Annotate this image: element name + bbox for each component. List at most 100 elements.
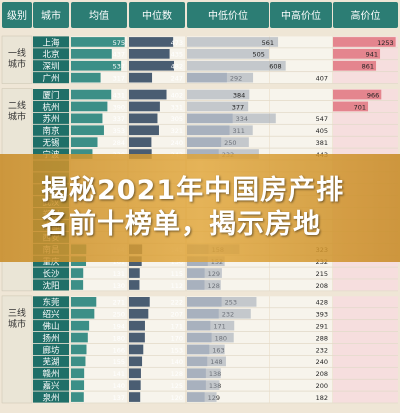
cell-bg-midhigh <box>270 320 332 332</box>
cell-bg-median <box>129 332 185 344</box>
mean-bar <box>71 332 88 343</box>
mean-bar <box>71 89 112 100</box>
cell-bg-median <box>129 308 185 320</box>
cell-bg-midhigh <box>270 36 332 48</box>
column-header-city: 城市 <box>41 9 61 22</box>
median-value-label: 125 <box>171 382 183 390</box>
cell-bg-mean <box>71 308 127 320</box>
column-header-high: 高价位 <box>351 9 381 22</box>
high-value-label: 1253 <box>377 39 394 47</box>
midhigh-value-label: 561 <box>262 39 274 47</box>
mean-bar <box>71 268 84 278</box>
city-label: 扬州 <box>42 333 59 344</box>
midhigh-value-label: 405 <box>316 127 328 135</box>
midhigh-bar <box>187 60 286 71</box>
mean-value-label: 337 <box>113 115 125 123</box>
city-label: 沈阳 <box>42 280 59 291</box>
city-label: 芜湖 <box>42 357 59 368</box>
city-label: 赣州 <box>42 369 59 380</box>
tier-label: 一线 <box>8 47 26 59</box>
cell-bg-median <box>129 279 185 291</box>
mean-bar <box>71 392 84 402</box>
midhigh-value-label: 215 <box>316 270 328 278</box>
mean-value-label: 250 <box>113 311 125 319</box>
median-value-label: 247 <box>171 74 183 82</box>
cell-bg-mean <box>71 367 127 379</box>
city-cell <box>33 379 69 391</box>
city-label: 苏州 <box>42 114 59 125</box>
city-label: 廊坊 <box>42 345 60 356</box>
high-bar <box>333 60 377 71</box>
mean-value-label: 140 <box>113 382 125 390</box>
mean-value-label: 437 <box>113 51 125 59</box>
midhigh-bar <box>187 72 254 83</box>
cell-bg-high <box>333 136 398 148</box>
city-label: 绍兴 <box>42 309 60 320</box>
midhigh-bar <box>187 113 276 124</box>
tier-label: 三线 <box>8 307 26 319</box>
cell-bg-mean <box>71 379 127 391</box>
median-bar <box>129 332 145 343</box>
median-bar <box>129 344 144 355</box>
midhigh-value-label: 288 <box>316 334 328 342</box>
city-label: 广州 <box>42 73 59 84</box>
median-bar <box>129 380 141 390</box>
cell-bg-median <box>129 320 185 332</box>
median-bar <box>129 368 141 379</box>
midhigh-value-label: 393 <box>316 311 328 319</box>
midhigh-bar <box>187 101 249 112</box>
mean-value-label: 131 <box>113 270 125 278</box>
midhigh-bar <box>187 332 234 343</box>
median-value-label: 112 <box>171 282 183 290</box>
mean-value-label: 166 <box>113 346 125 354</box>
midhigh-bar <box>187 89 250 100</box>
city-label: 厦门 <box>42 90 59 101</box>
city-cell <box>33 296 69 308</box>
mean-bar <box>71 380 85 390</box>
cell-bg-median <box>129 391 185 403</box>
cell-bg-midhigh <box>270 296 332 308</box>
header-cell-midhigh <box>270 2 332 28</box>
city-cell <box>33 89 69 101</box>
city-label: 北京 <box>42 49 59 60</box>
cell-bg-median <box>129 296 185 308</box>
midhigh-value-label: 291 <box>316 322 328 330</box>
cell-bg-mean <box>71 355 127 367</box>
median-value-label: 435 <box>171 51 183 59</box>
cell-bg-median <box>129 367 185 379</box>
city-cell <box>33 72 69 84</box>
mean-value-label: 137 <box>113 394 125 402</box>
midhigh-value-label: 547 <box>316 115 328 123</box>
cell-bg-midhigh <box>270 124 332 136</box>
cell-bg-mean <box>71 136 127 148</box>
mean-bar <box>71 344 87 355</box>
median-value-label: 171 <box>171 322 183 330</box>
city-label: 嘉兴 <box>42 380 60 391</box>
city-cell <box>33 279 69 291</box>
mean-bar <box>71 368 85 379</box>
high-value-label: 966 <box>367 91 379 99</box>
cell-bg-midhigh <box>270 267 332 279</box>
midhigh-value-label: 208 <box>316 282 328 290</box>
median-bar <box>129 356 143 367</box>
cell-bg-midhigh <box>270 379 332 391</box>
cell-bg-high <box>333 379 398 391</box>
median-value-label: 331 <box>171 103 183 111</box>
title-banner: 揭秘2021年中国房产排 名前十榜单，揭示房地 <box>0 154 400 262</box>
mean-value-label: 390 <box>113 103 125 111</box>
midhigh-value-label: 407 <box>316 74 328 82</box>
cell-bg-midhigh <box>270 343 332 355</box>
midhigh-bar <box>187 392 217 402</box>
median-bar <box>129 297 150 307</box>
cell-bg-mean <box>71 267 127 279</box>
cell-bg-high <box>333 279 398 291</box>
cell-bg-midhigh <box>270 100 332 112</box>
high-value-label: 941 <box>366 51 378 59</box>
cell-bg-high <box>333 332 398 344</box>
median-bar <box>129 125 159 136</box>
median-value-label: 473 <box>171 39 183 47</box>
city-cell <box>33 36 69 48</box>
mean-bar <box>71 308 95 319</box>
median-bar <box>129 137 152 147</box>
midhigh-bar <box>187 49 269 59</box>
